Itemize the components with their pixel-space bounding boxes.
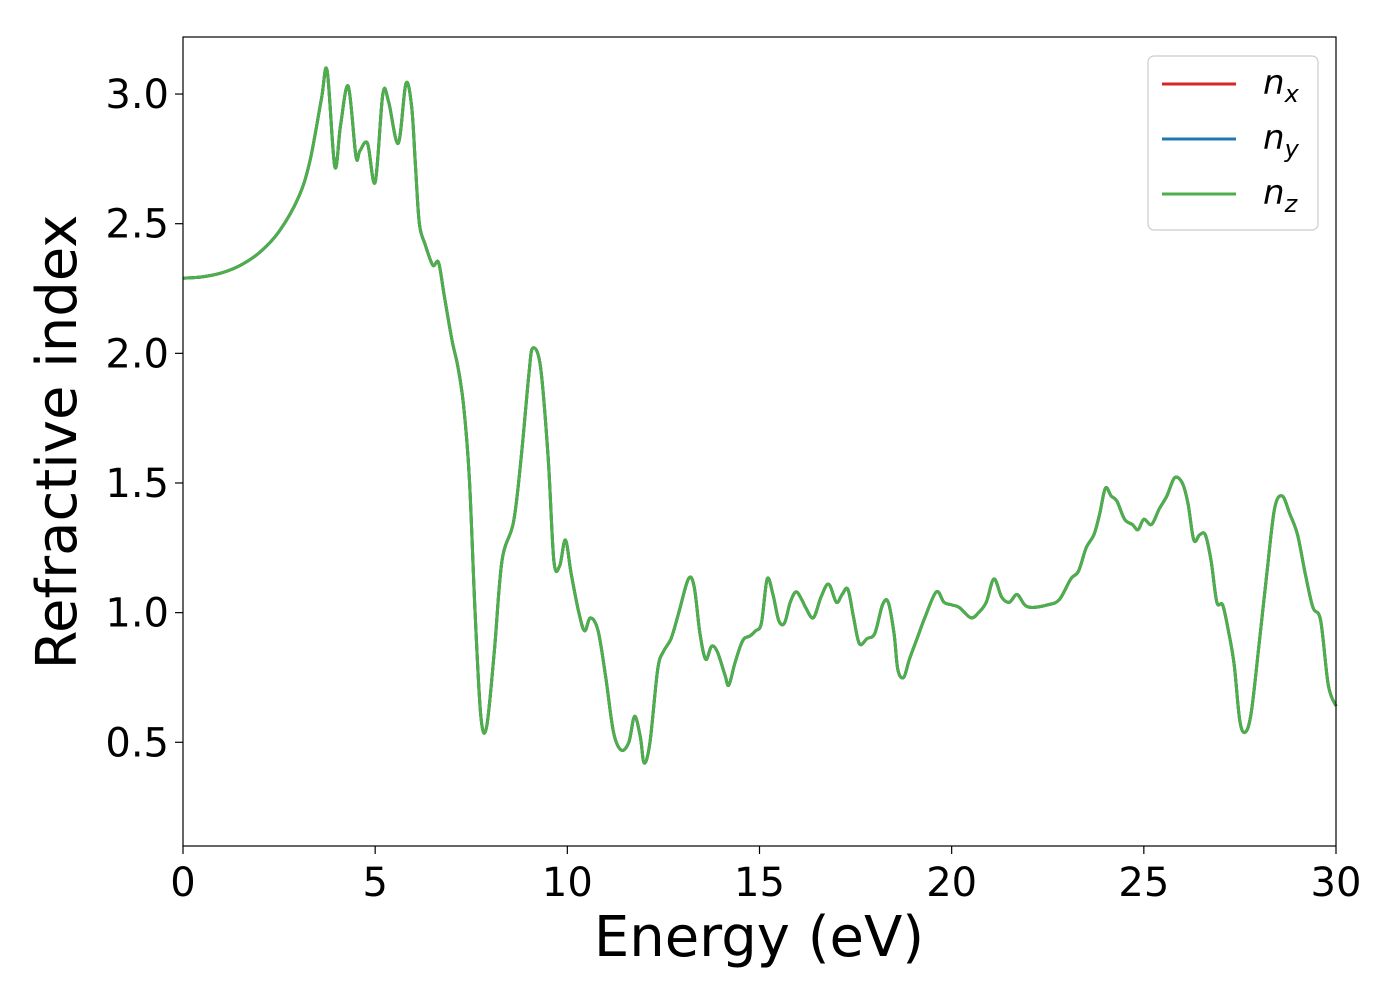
legend-label-n-y: ny (1263, 118, 1300, 163)
x-tick-label: 20 (926, 860, 977, 906)
y-tick-label: 1.5 (105, 461, 169, 507)
x-tick-label: 25 (1118, 860, 1169, 906)
x-tick-label: 10 (542, 860, 593, 906)
x-axis-ticks: 0 5 10 15 20 25 30 (170, 846, 1361, 906)
legend-label-n-x: nx (1263, 63, 1300, 108)
y-tick-label: 3.0 (105, 72, 169, 118)
series-layer (182, 66, 1338, 765)
y-axis-ticks: 0.5 1.0 1.5 2.0 2.5 3.0 (105, 72, 183, 766)
legend: nx ny nz (1147, 55, 1319, 231)
y-axis-label: Refractive index (25, 215, 90, 670)
legend-frame (1147, 55, 1319, 231)
series-line-n-z (182, 66, 1338, 765)
y-tick-label: 2.0 (105, 331, 169, 377)
legend-entries: nx ny nz (1162, 63, 1300, 218)
legend-label-n-z: nz (1263, 173, 1299, 218)
x-tick-label: 5 (362, 860, 387, 906)
y-tick-label: 2.5 (105, 202, 169, 248)
x-tick-label: 30 (1311, 860, 1362, 906)
x-tick-label: 0 (170, 860, 195, 906)
y-tick-label: 0.5 (105, 720, 169, 766)
x-axis-label: Energy (eV) (594, 905, 924, 970)
y-tick-label: 1.0 (105, 591, 169, 637)
x-tick-label: 15 (734, 860, 785, 906)
